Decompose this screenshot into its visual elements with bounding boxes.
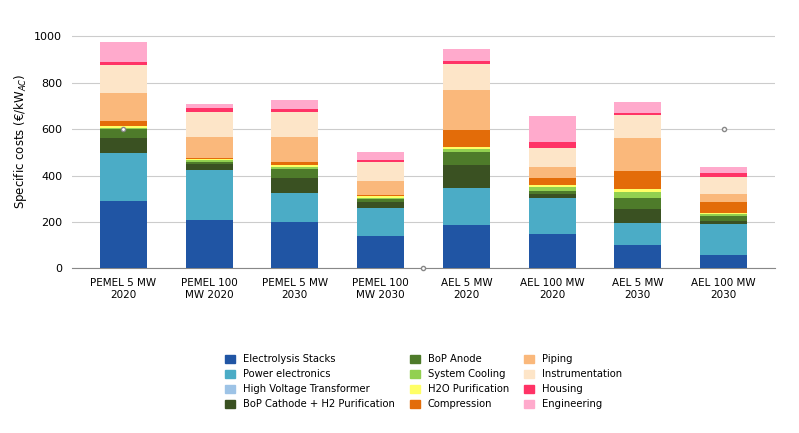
Bar <box>272 222 319 268</box>
Bar <box>528 148 575 168</box>
Bar <box>100 93 147 121</box>
Bar <box>614 209 662 223</box>
Bar <box>185 162 233 164</box>
Bar <box>614 192 662 197</box>
Bar <box>528 178 575 185</box>
Bar <box>100 42 147 62</box>
Bar <box>614 197 662 209</box>
Bar <box>700 213 747 214</box>
Bar <box>700 168 747 173</box>
Bar <box>443 64 490 90</box>
Bar <box>357 236 404 268</box>
Bar <box>185 103 233 108</box>
Bar <box>614 223 662 245</box>
Bar <box>185 161 233 162</box>
Bar <box>614 171 662 190</box>
Bar <box>614 102 662 113</box>
Bar <box>272 110 319 112</box>
Bar <box>272 162 319 165</box>
Bar <box>700 194 747 202</box>
Bar <box>100 121 147 126</box>
Bar <box>100 65 147 93</box>
Bar <box>528 191 575 194</box>
Bar <box>528 194 575 197</box>
Bar <box>185 137 233 158</box>
Bar <box>700 177 747 194</box>
Bar <box>100 129 147 139</box>
Bar <box>443 61 490 64</box>
Bar <box>100 201 147 268</box>
Bar <box>272 137 319 162</box>
Bar <box>357 152 404 161</box>
Bar <box>272 168 319 178</box>
Bar <box>357 161 404 162</box>
Bar <box>614 113 662 115</box>
Bar <box>357 195 404 197</box>
Bar <box>100 154 147 201</box>
Bar <box>443 188 490 226</box>
Legend: Electrolysis Stacks, Power electronics, High Voltage Transformer, BoP Cathode + : Electrolysis Stacks, Power electronics, … <box>221 350 626 413</box>
Bar <box>528 197 575 234</box>
Bar <box>357 197 404 199</box>
Bar <box>272 178 319 193</box>
Bar <box>185 112 233 137</box>
Bar <box>614 115 662 139</box>
Bar <box>528 168 575 178</box>
Bar <box>700 173 747 177</box>
Bar <box>528 234 575 268</box>
Bar <box>185 170 233 220</box>
Bar <box>443 165 490 188</box>
Bar <box>357 208 404 236</box>
Bar <box>528 185 575 187</box>
Bar <box>528 116 575 142</box>
Bar <box>185 108 233 112</box>
Bar <box>528 187 575 191</box>
Bar <box>185 159 233 161</box>
Bar <box>185 220 233 268</box>
Bar <box>614 139 662 171</box>
Bar <box>443 130 490 146</box>
Bar <box>357 202 404 208</box>
Bar <box>700 214 747 216</box>
Bar <box>443 90 490 130</box>
Bar <box>700 216 747 221</box>
Bar <box>700 202 747 213</box>
Bar <box>700 224 747 255</box>
Bar <box>443 149 490 152</box>
Bar <box>357 162 404 181</box>
Bar <box>272 193 319 222</box>
Bar <box>443 146 490 149</box>
Bar <box>100 128 147 129</box>
Bar <box>272 100 319 110</box>
Bar <box>185 158 233 159</box>
Bar <box>357 181 404 195</box>
Bar <box>272 112 319 137</box>
Bar <box>272 165 319 168</box>
Bar <box>357 199 404 202</box>
Bar <box>100 139 147 154</box>
Bar <box>700 221 747 224</box>
Bar <box>528 142 575 148</box>
Bar <box>443 152 490 165</box>
Bar <box>100 62 147 65</box>
Bar <box>614 190 662 192</box>
Bar <box>700 255 747 268</box>
Bar <box>443 49 490 61</box>
Bar <box>443 226 490 268</box>
Bar <box>185 164 233 170</box>
Bar <box>100 126 147 128</box>
Bar <box>614 245 662 268</box>
Y-axis label: Specific costs (€/kW$_{AC}$): Specific costs (€/kW$_{AC}$) <box>12 73 29 209</box>
